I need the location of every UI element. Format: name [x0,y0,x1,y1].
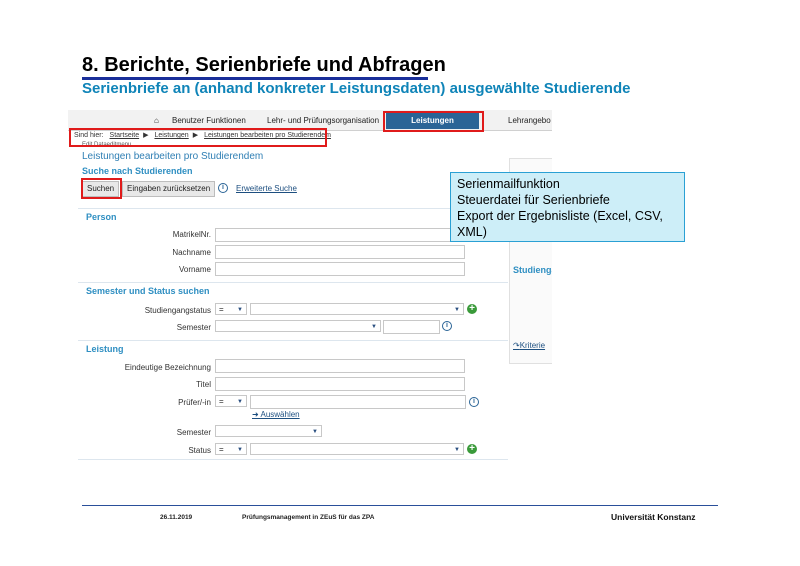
footer-center: Prüfungsmanagement in ZEuS für das ZPA [242,514,375,521]
callout-line-serienmail: Serienmailfunktion [457,177,560,191]
right-panel-title: Studienga [513,265,552,275]
matrikel-input[interactable] [215,228,465,242]
info-icon[interactable]: i [469,397,479,407]
auswaehlen-link[interactable]: ➜ Auswählen [252,410,300,419]
info-icon[interactable]: i [218,183,228,193]
footer-rule [82,505,718,506]
leistung-section-title: Leistung [86,344,124,354]
info-icon[interactable]: i [442,321,452,331]
semester-extra-input[interactable] [383,320,440,334]
breadcrumb-prefix: Sind hier: [74,132,104,139]
vorname-label: Vorname [178,265,211,274]
add-icon[interactable]: + [467,304,477,314]
title-underline [82,77,428,80]
divider [78,459,508,460]
slide-subtitle: Serienbriefe an (anhand konkreter Leistu… [82,80,631,97]
studiengangstatus-label: Studiengangstatus [144,306,211,315]
breadcrumb-sep-icon: ▶ [192,132,199,139]
nav-item-leistungen[interactable]: Leistungen [386,113,479,129]
chevron-down-icon: ▼ [454,307,460,313]
semester-select[interactable]: ▼ [215,320,381,332]
nav-item-lehr[interactable]: Lehr- und Prüfungsorganisation [267,116,380,125]
highlight-leistungen-tab [383,111,484,132]
chevron-down-icon: ▼ [312,429,318,435]
studiengangstatus-select[interactable]: ▼ [250,303,464,315]
nachname-label: Nachname [172,248,211,257]
person-section-title: Person [86,212,117,222]
chevron-down-icon: ▼ [454,447,460,453]
slide-title: 8. Berichte, Serienbriefe und Abfragen [82,54,446,76]
search-button[interactable]: Suchen [82,181,120,197]
matrikel-label: MatrikelNr. [172,230,211,239]
callout-line-steuerdatei: Steuerdatei für Serienbriefe [457,193,610,207]
divider [78,208,508,209]
nachname-input[interactable] [215,245,465,259]
status-select[interactable]: ▼ [250,443,464,455]
chevron-down-icon: ▼ [371,324,377,330]
kriterien-link[interactable]: ↷Kriterie [513,341,546,350]
page-title: Leistungen bearbeiten pro Studierendem [82,151,264,162]
breadcrumb: Sind hier: Startseite ▶ Leistungen ▶ Leist… [68,131,552,142]
semester-status-title: Semester und Status suchen [86,286,210,296]
status-operator-select[interactable]: = ▼ [215,443,247,455]
chevron-down-icon: ▼ [237,447,243,453]
divider [78,282,508,283]
search-title: Suche nach Studierenden [82,166,193,176]
divider [78,340,508,341]
callout-line-export: Export der Ergebnisliste (Excel, CSV, XM… [457,209,663,239]
bezeichnung-input[interactable] [215,359,465,373]
feature-callout: Serienmailfunktion Steuerdatei für Serie… [450,172,685,242]
breadcrumb-sep-icon: ▶ [143,132,149,139]
advanced-search-link[interactable]: Erweiterte Suche [236,184,297,193]
app-screenshot: ⌂ Benutzer Funktionen Lehr- und Prüfungs… [68,110,552,462]
pruefer-label: Prüfer/-in [178,398,211,407]
status-label: Status [188,446,211,455]
footer-university: Universität Konstanz [611,512,696,522]
bezeichnung-label: Eindeutige Bezeichnung [124,363,211,372]
reset-button[interactable]: Eingaben zurücksetzen [122,181,216,197]
pruefer-operator-select[interactable]: = ▼ [215,395,247,407]
home-icon[interactable]: ⌂ [154,116,159,125]
titel-label: Titel [196,380,211,389]
link-icon: ↷ [513,341,520,350]
highlight-breadcrumb [69,128,327,147]
breadcrumb-home[interactable]: Startseite [109,132,140,139]
highlight-search-button [81,178,122,199]
breadcrumb-current[interactable]: Leistungen bearbeiten pro Studierendem [204,132,331,139]
vorname-input[interactable] [215,262,465,276]
studiengangstatus-operator-select[interactable]: = ▼ [215,303,247,315]
leistung-semester-label: Semester [176,428,211,437]
titel-input[interactable] [215,377,465,391]
breadcrumb-leistungen[interactable]: Leistungen [154,132,189,139]
nav-item-lehrangebot[interactable]: Lehrangebo [508,116,551,125]
leistung-semester-select[interactable]: ▼ [215,425,322,437]
chevron-down-icon: ▼ [237,399,243,405]
nav-item-benutzer[interactable]: Benutzer Funktionen [172,116,246,125]
main-nav: ⌂ Benutzer Funktionen Lehr- und Prüfungs… [68,110,552,131]
semester-label: Semester [176,323,211,332]
add-icon[interactable]: + [467,444,477,454]
pruefer-input[interactable] [250,395,466,409]
chevron-down-icon: ▼ [237,307,243,313]
arrow-right-icon: ➜ [252,410,261,419]
footer-date: 26.11.2019 [160,514,193,521]
